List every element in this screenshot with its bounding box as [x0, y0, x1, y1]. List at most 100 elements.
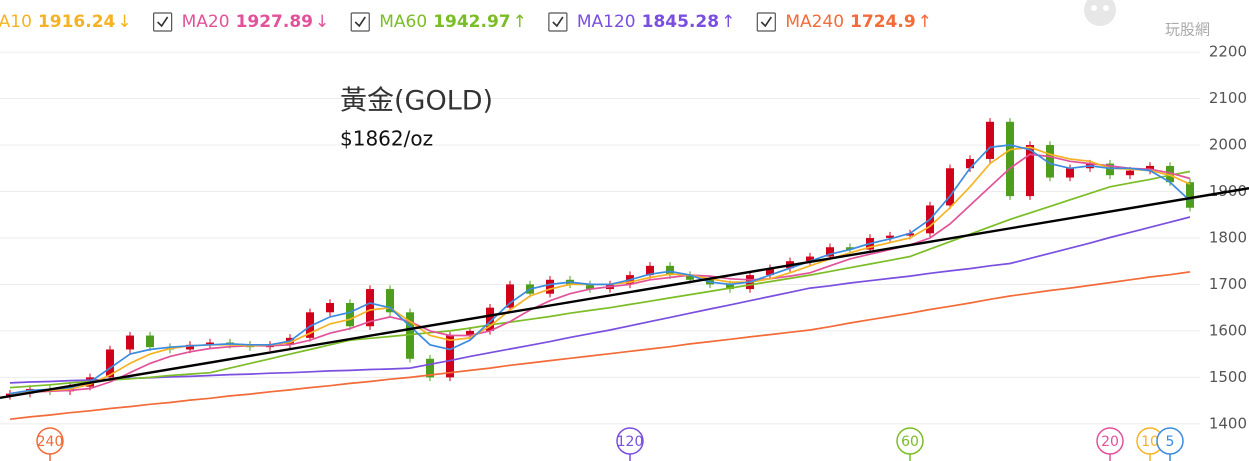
ma-line [9, 153, 1191, 395]
candle-body [646, 265, 654, 276]
candle-body [546, 279, 554, 294]
candle-body [506, 284, 514, 308]
legend-check [354, 16, 366, 28]
legend-value: 1845.28 [642, 12, 719, 32]
legend-checkbox [756, 12, 776, 32]
legend-trend: ↑ [513, 12, 527, 32]
period-label: 120 [617, 434, 644, 450]
y-tick-label: 1500 [1209, 368, 1247, 386]
candle-body [946, 168, 954, 206]
period-marker [36, 427, 64, 455]
candle-body [146, 335, 154, 348]
legend-checkbox [350, 12, 370, 32]
legend-name: MA240 [785, 12, 844, 32]
legend-check [760, 16, 772, 28]
candle-body [986, 121, 994, 159]
candle-body [1106, 163, 1114, 176]
legend-name: MA10 [0, 12, 32, 32]
watermark: 玩股網 [1165, 21, 1210, 39]
ma-lines [0, 144, 1249, 421]
candle-body [366, 289, 374, 327]
candle-body [686, 275, 694, 280]
ma-line [9, 216, 1191, 384]
watermark-logo [1084, 0, 1116, 26]
legend-trend: ↑ [721, 12, 735, 32]
candle-body [586, 284, 594, 290]
candle-body [1126, 170, 1134, 176]
legend-check [157, 16, 169, 28]
y-tick-label: 2200 [1209, 43, 1247, 61]
y-tick-label: 2000 [1209, 136, 1247, 154]
candle-body [966, 158, 974, 169]
candle-body [206, 342, 214, 345]
legend-item: MA10 1916.24↓ [0, 12, 132, 32]
logo-eye [1103, 5, 1109, 11]
candle-body [826, 247, 834, 257]
period-marker [1096, 427, 1124, 455]
legend-trend: ↑ [918, 12, 932, 32]
candle-body [1146, 165, 1154, 171]
candle-body [186, 344, 194, 350]
candle-body [1186, 182, 1194, 208]
candle-body [1026, 145, 1034, 197]
legend-name: MA120 [577, 12, 636, 32]
grid: 140015001600170018001900200021002200 [0, 43, 1247, 432]
legend-value: 1916.24 [38, 12, 116, 32]
legend-item: MA120 1845.28 ↑ [548, 12, 735, 32]
candle-body [466, 330, 474, 336]
period-label: 60 [901, 434, 919, 450]
logo-eye [1091, 5, 1097, 11]
legend: MA101916.24↓MA201927.89↓MA601942.97↑MA12… [0, 12, 932, 32]
chart-title: 黃金(GOLD) [340, 86, 493, 117]
candle-body [766, 268, 774, 276]
candle-body [1046, 145, 1054, 178]
legend-value: 1724.9 [850, 12, 916, 32]
candle-body [446, 335, 454, 378]
overlay: 240 120 60 20 10 5 [36, 427, 1184, 461]
candle-body [346, 303, 354, 327]
legend-item: MA60 1942.97 ↑ [350, 12, 527, 32]
ma-line [9, 170, 1191, 389]
legend-name: MA20 [182, 12, 230, 32]
y-tick-label: 2100 [1209, 89, 1247, 107]
candle-body [886, 235, 894, 238]
candle-body [1166, 165, 1174, 183]
period-label: 240 [37, 434, 64, 450]
ma-line [9, 271, 1191, 421]
y-tick-label: 1700 [1209, 275, 1247, 293]
y-tick-label: 1400 [1209, 414, 1247, 432]
candle-body [106, 349, 114, 378]
chart-subtitle: $1862/oz [340, 127, 433, 151]
y-tick-label: 1600 [1209, 321, 1247, 339]
candle-body [406, 312, 414, 359]
legend-checkbox [548, 12, 568, 32]
candle-body [1066, 168, 1074, 178]
period-marker [616, 427, 644, 455]
legend-check [552, 16, 564, 28]
candle-body [126, 335, 134, 350]
candle-body [666, 265, 674, 276]
candle-body [806, 256, 814, 262]
trend-line [0, 187, 1249, 399]
legend-checkbox [153, 12, 173, 32]
legend-value: 1927.89 [236, 12, 313, 32]
candle-body [906, 233, 914, 236]
candle-body [386, 289, 394, 313]
candle-body [326, 303, 334, 313]
candle-body [426, 358, 434, 378]
candle-body [486, 307, 494, 331]
y-tick-label: 1800 [1209, 228, 1247, 246]
period-marker [1156, 427, 1184, 455]
period-label: 5 [1166, 434, 1175, 450]
candle-body [846, 247, 854, 250]
legend-value: 1942.97 [433, 12, 510, 32]
period-marker [896, 427, 924, 455]
candle-body [726, 284, 734, 290]
candle-body [6, 393, 14, 396]
candle-body [1006, 121, 1014, 197]
legend-name: MA60 [379, 12, 427, 32]
logo-head [1084, 0, 1116, 26]
legend-trend: ↓ [117, 12, 131, 32]
